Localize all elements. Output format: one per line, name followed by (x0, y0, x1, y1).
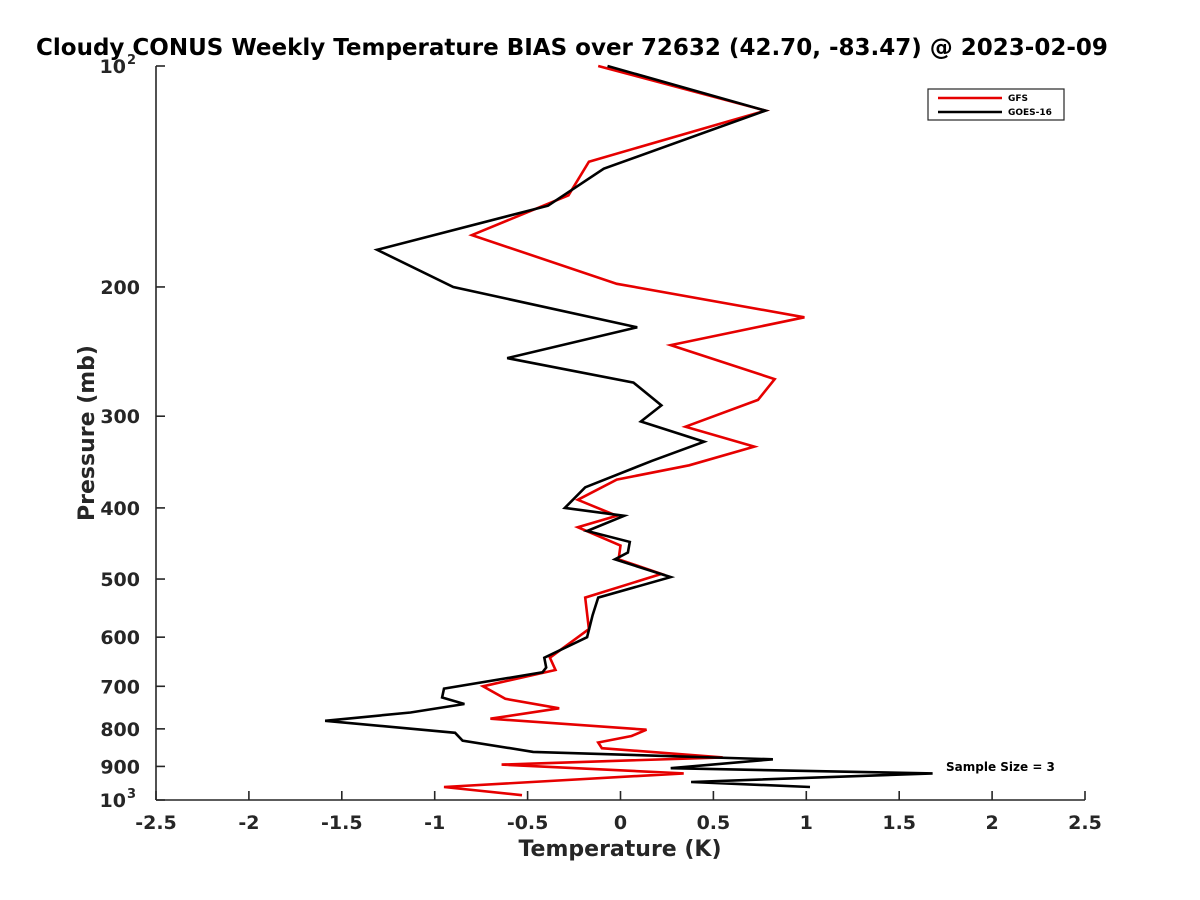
series-line-goes-16 (324, 64, 933, 789)
y-tick-exponent: 2 (127, 53, 136, 68)
x-axis-title: Temperature (K) (518, 837, 721, 862)
y-tick-label: 500 (100, 569, 140, 591)
legend-label: GFS (1008, 94, 1028, 104)
y-tick-label: 10 (100, 790, 126, 812)
y-tick-exponent: 3 (127, 787, 136, 802)
x-tick-label: -0.5 (507, 812, 549, 834)
legend: GFS GOES-16 (927, 88, 1065, 121)
x-tick-label: -1.5 (321, 812, 363, 834)
y-tick-label: 700 (100, 676, 140, 698)
x-tick-label: -2.5 (135, 812, 177, 834)
chart-title: Cloudy CONUS Weekly Temperature BIAS ove… (36, 35, 1108, 61)
legend-items: GFS GOES-16 (938, 94, 1052, 118)
y-tick-label: 200 (100, 277, 140, 299)
x-tick-label: 2.5 (1068, 812, 1102, 834)
sample-size-annotation: Sample Size = 3 (946, 760, 1055, 774)
y-tick-label: 900 (100, 756, 140, 778)
x-ticks: -2.5 -2 -1.5 -1 -0.5 0 0.5 1 1.5 2 2.5 (135, 791, 1102, 834)
x-tick-label: -2 (238, 812, 259, 834)
x-tick-label: 2 (985, 812, 998, 834)
x-tick-label: 0.5 (697, 812, 731, 834)
y-axis-title: Pressure (mb) (75, 345, 100, 521)
x-tick-label: -1 (424, 812, 445, 834)
series-layer (324, 64, 933, 797)
x-tick-label: 1 (800, 812, 813, 834)
x-tick-label: 1.5 (882, 812, 916, 834)
x-tick-label: 0 (614, 812, 627, 834)
y-tick-label: 400 (100, 498, 140, 520)
y-tick-label: 10 (100, 56, 126, 78)
legend-label: GOES-16 (1008, 108, 1052, 118)
legend-box (927, 88, 1065, 121)
y-tick-label: 800 (100, 719, 140, 741)
y-tick-label: 600 (100, 627, 140, 649)
y-tick-label: 300 (100, 406, 140, 428)
